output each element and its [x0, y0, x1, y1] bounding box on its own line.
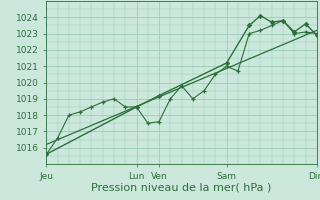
X-axis label: Pression niveau de la mer( hPa ): Pression niveau de la mer( hPa )	[92, 182, 272, 192]
